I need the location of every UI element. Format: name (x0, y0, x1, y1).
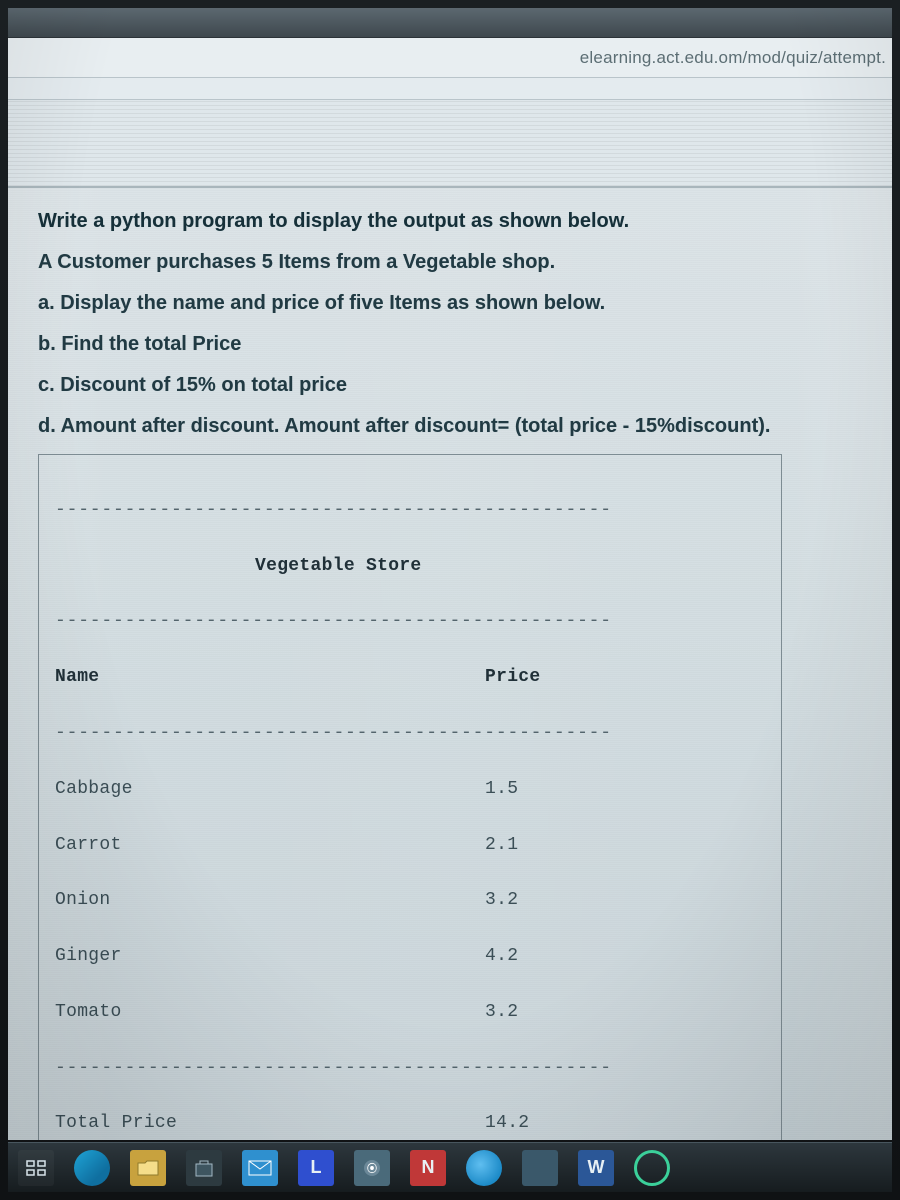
svg-text:⦿: ⦿ (367, 1162, 377, 1175)
item-row: Carrot2.1 (55, 832, 765, 860)
browser-addressbar-row: elearning.act.edu.om/mod/quiz/attempt. (8, 38, 892, 78)
dashline: ----------------------------------------… (55, 1055, 765, 1083)
question-part-d: d. Amount after discount. Amount after d… (38, 413, 870, 440)
total-label: Total Price (55, 1110, 485, 1138)
question-title: Write a python program to display the ou… (38, 208, 870, 235)
total-value: 14.2 (485, 1110, 529, 1138)
item-price: 3.2 (485, 887, 518, 915)
page-toolbar-spacer (8, 78, 892, 100)
item-price: 1.5 (485, 776, 518, 804)
question-intro: A Customer purchases 5 Items from a Vege… (38, 249, 870, 276)
col-header-name: Name (55, 664, 485, 692)
question-part-c: c. Discount of 15% on total price (38, 372, 870, 399)
question-part-b: b. Find the total Price (38, 331, 870, 358)
edge-icon[interactable] (74, 1150, 110, 1186)
item-name: Ginger (55, 943, 485, 971)
question-panel: Write a python program to display the ou… (8, 188, 892, 1140)
question-part-a: a. Display the name and price of five It… (38, 290, 870, 317)
item-price: 3.2 (485, 999, 518, 1027)
browser-tabstrip[interactable] (8, 8, 892, 38)
screen-surface: elearning.act.edu.om/mod/quiz/attempt. W… (8, 8, 892, 1140)
store-icon[interactable] (186, 1150, 222, 1186)
item-name: Cabbage (55, 776, 485, 804)
item-name: Tomato (55, 999, 485, 1027)
generic-app-icon[interactable] (522, 1150, 558, 1186)
item-price: 4.2 (485, 943, 518, 971)
windows-taskbar[interactable]: L ⦿ N W (8, 1142, 892, 1192)
n-app-icon[interactable]: N (410, 1150, 446, 1186)
file-explorer-icon[interactable] (130, 1150, 166, 1186)
item-row: Cabbage1.5 (55, 776, 765, 804)
monitor-frame: elearning.act.edu.om/mod/quiz/attempt. W… (0, 0, 900, 1200)
addressbar-url[interactable]: elearning.act.edu.om/mod/quiz/attempt. (580, 48, 886, 68)
col-header-price: Price (485, 664, 541, 692)
cortana-ring-icon[interactable] (634, 1150, 670, 1186)
word-icon[interactable]: W (578, 1150, 614, 1186)
item-row: Ginger4.2 (55, 943, 765, 971)
item-name: Onion (55, 887, 485, 915)
dev-icon[interactable]: ⦿ (354, 1150, 390, 1186)
dashline: ----------------------------------------… (55, 608, 765, 636)
item-row: Tomato3.2 (55, 999, 765, 1027)
skype-icon[interactable] (466, 1150, 502, 1186)
mail-icon[interactable] (242, 1150, 278, 1186)
l-app-icon[interactable]: L (298, 1150, 334, 1186)
item-price: 2.1 (485, 832, 518, 860)
item-name: Carrot (55, 832, 485, 860)
expected-output-box: ----------------------------------------… (38, 454, 782, 1140)
task-view-icon[interactable] (18, 1150, 54, 1186)
item-row: Onion3.2 (55, 887, 765, 915)
dashline: ----------------------------------------… (55, 720, 765, 748)
page-header-banner (8, 100, 892, 188)
dashline: ----------------------------------------… (55, 497, 765, 525)
output-title: Vegetable Store (55, 553, 765, 581)
